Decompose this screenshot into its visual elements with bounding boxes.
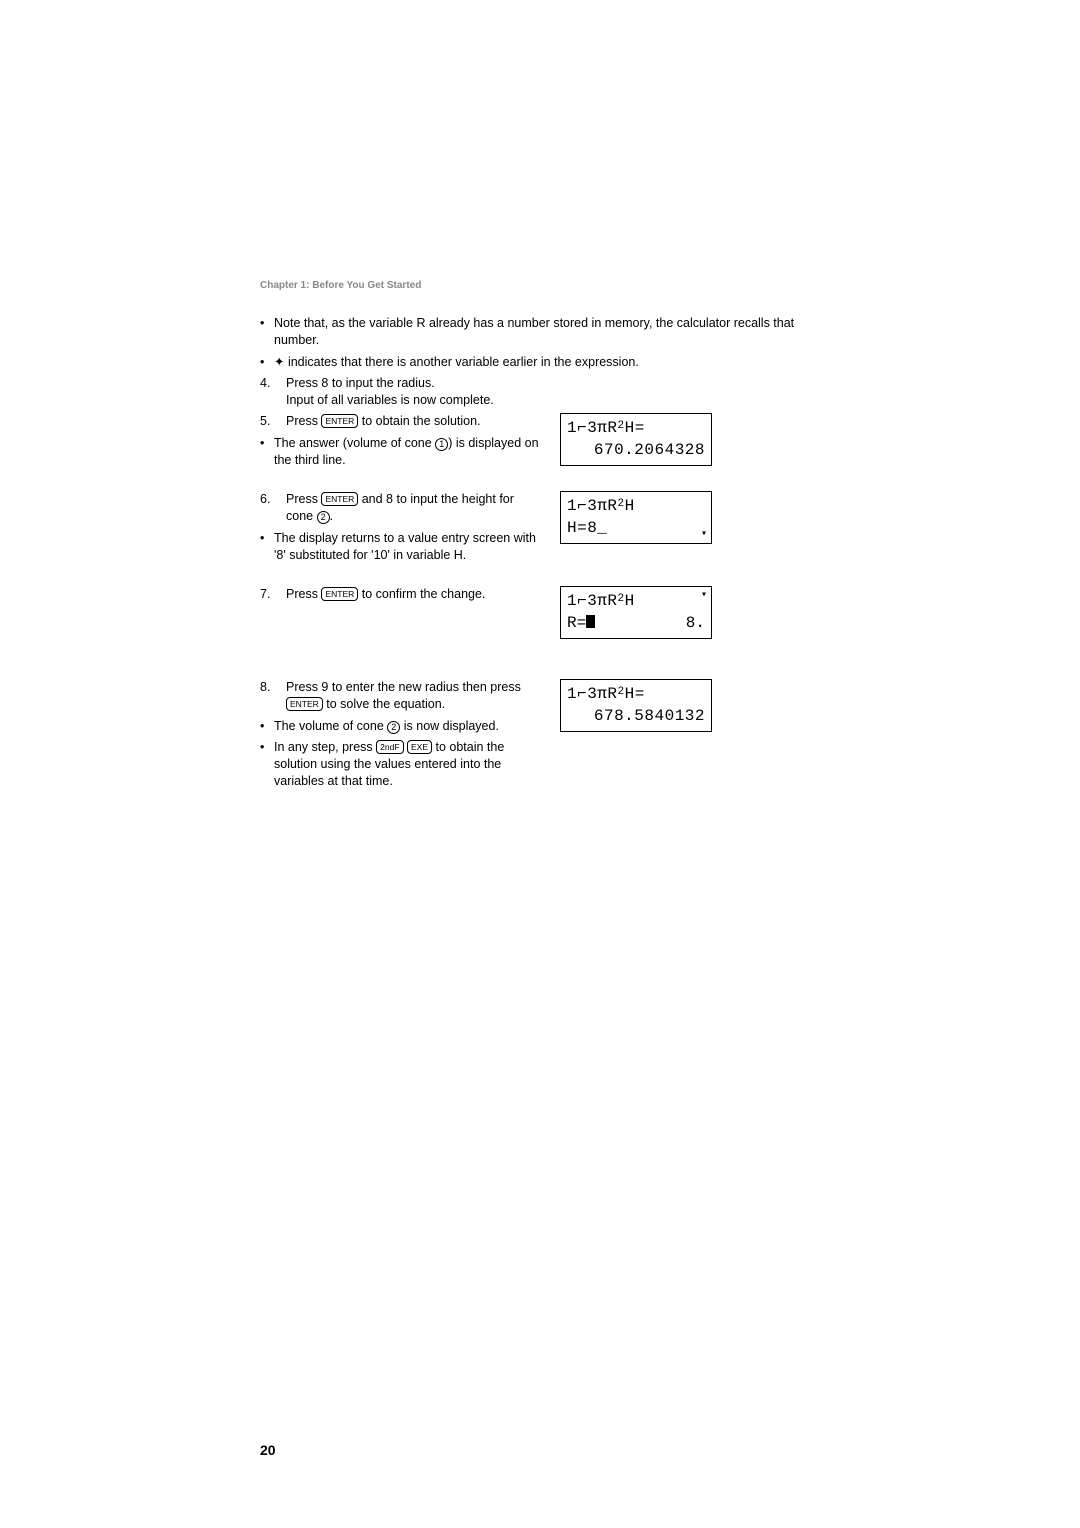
step-number: 8. — [260, 679, 286, 714]
step-5-row: 5. Press ENTER to obtain the solution. •… — [260, 413, 820, 473]
calc-line: H=8_ — [567, 518, 705, 540]
step-number: 7. — [260, 586, 286, 603]
step-6-row: 6. Press ENTER and 8 to input the height… — [260, 491, 820, 568]
calculator-display: ▾ 1⌐3πR2H R= 8. — [560, 586, 712, 639]
cursor-icon — [586, 615, 595, 628]
calc-result: 678.5840132 — [567, 706, 705, 728]
chapter-heading: Chapter 1: Before You Get Started — [260, 280, 820, 291]
bullet-text: In any step, press 2ndF EXE to obtain th… — [274, 739, 540, 791]
step-text: Press ENTER to confirm the change. — [286, 586, 485, 603]
calc-line: 1⌐3πR2H — [567, 591, 705, 613]
bullet-text: The answer (volume of cone 1) is display… — [274, 435, 540, 470]
circled-2-icon: 2 — [317, 511, 330, 524]
page-number: 20 — [260, 1442, 276, 1458]
step-text: Press ENTER and 8 to input the height fo… — [286, 491, 540, 526]
enter-key: ENTER — [321, 587, 358, 601]
step-6-text: 6. Press ENTER and 8 to input the height… — [260, 491, 540, 568]
step-8-text: 8. Press 9 to enter the new radius then … — [260, 679, 540, 795]
calc-result: 670.2064328 — [567, 440, 705, 462]
enter-key: ENTER — [321, 492, 358, 506]
calc-line: 1⌐3πR2H= — [567, 684, 705, 706]
calculator-display: 1⌐3πR2H H=8_ ▾ — [560, 491, 712, 544]
intro-block: •Note that, as the variable R already ha… — [260, 315, 820, 409]
bullet-item: •Note that, as the variable R already ha… — [260, 315, 820, 350]
enter-key: ENTER — [321, 414, 358, 428]
step-7-text: 7. Press ENTER to confirm the change. — [260, 586, 540, 607]
step-8-row: 8. Press 9 to enter the new radius then … — [260, 679, 820, 795]
step-text: Press 9 to enter the new radius then pre… — [286, 679, 540, 714]
2ndf-key: 2ndF — [376, 740, 403, 754]
step-7-row: 7. Press ENTER to confirm the change. ▾ … — [260, 586, 820, 639]
step-number: 5. — [260, 413, 286, 430]
calculator-display: 1⌐3πR2H= 678.5840132 — [560, 679, 712, 732]
bullet-text: Note that, as the variable R already has… — [274, 315, 820, 350]
step-number: 4. — [260, 375, 286, 410]
arrow-down-icon: ▾ — [701, 589, 707, 603]
calc-line: 1⌐3πR2H= — [567, 418, 705, 440]
exe-key: EXE — [407, 740, 432, 754]
bullet-item: •✦ indicates that there is another varia… — [260, 354, 820, 371]
circled-2-icon: 2 — [387, 721, 400, 734]
step-4: 4. Press 8 to input the radius. Input of… — [260, 375, 820, 410]
step-text: Press ENTER to obtain the solution. — [286, 413, 481, 430]
manual-page: Chapter 1: Before You Get Started •Note … — [0, 0, 1080, 1528]
bullet-text: The display returns to a value entry scr… — [274, 530, 540, 565]
bullet-text: ✦ indicates that there is another variab… — [274, 354, 639, 371]
step-text: Press 8 to input the radius. Input of al… — [286, 375, 494, 410]
calc-line: 1⌐3πR2H — [567, 496, 705, 518]
enter-key: ENTER — [286, 697, 323, 711]
bullet-text: The volume of cone 2 is now displayed. — [274, 718, 499, 735]
calculator-display: 1⌐3πR2H= 670.2064328 — [560, 413, 712, 466]
calc-line: R= 8. — [567, 613, 705, 635]
step-number: 6. — [260, 491, 286, 526]
circled-1-icon: 1 — [435, 438, 448, 451]
step-5-text: 5. Press ENTER to obtain the solution. •… — [260, 413, 540, 473]
arrow-down-icon: ▾ — [701, 528, 707, 542]
